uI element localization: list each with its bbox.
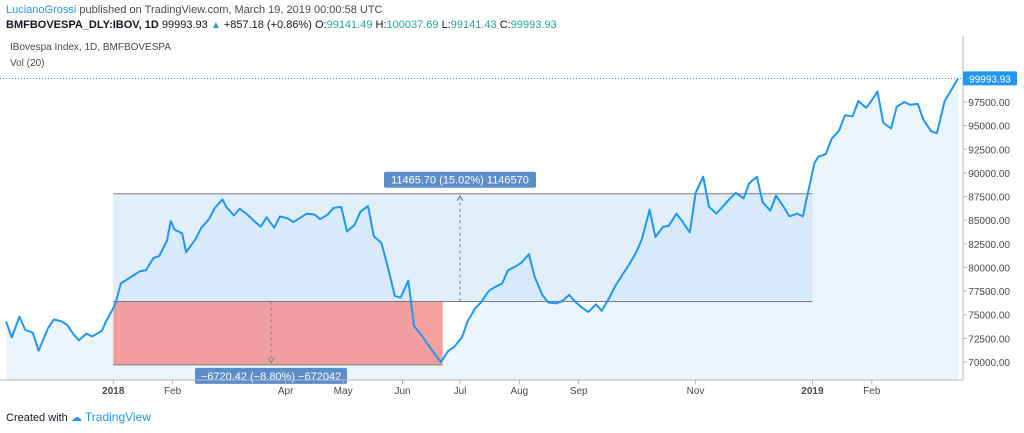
- price-change: +857.18 (+0.86%): [223, 19, 312, 31]
- high-label: H:: [375, 19, 387, 31]
- tradingview-logo-icon: ☁: [70, 412, 82, 424]
- up-triangle-icon: ▲: [210, 20, 221, 31]
- symbol-name: BMFBOVESPA_DLY:IBOV, 1D: [6, 19, 159, 31]
- ohlc-line: BMFBOVESPA_DLY:IBOV, 1D 99993.93 ▲ +857.…: [6, 18, 557, 33]
- author-link[interactable]: LucianoGrossi: [6, 4, 77, 16]
- y-tick-label: 97500.00: [968, 98, 1010, 109]
- last-price-tag-bg: [963, 71, 1017, 86]
- measure-arrowhead-1: [267, 357, 275, 364]
- measure-label-1: −6720.42 (−8.80%) −672042: [201, 371, 341, 383]
- price-chart[interactable]: 11465.70 (15.02%) 1146570 −6720.42 (−8.80…: [0, 36, 1024, 406]
- high-value: 100037.69: [386, 19, 439, 31]
- y-tick-label: 70000.00: [968, 358, 1010, 369]
- y-tick-label: 95000.00: [968, 122, 1010, 133]
- close-value: 99993.93: [510, 19, 557, 31]
- x-tick-label: Jul: [454, 386, 467, 397]
- measure-up-box[interactable]: [113, 193, 813, 302]
- x-tick-label: Jun: [394, 386, 410, 397]
- x-tick-label: Nov: [687, 386, 705, 397]
- y-tick-label: 77500.00: [968, 287, 1010, 298]
- x-tick-label: Feb: [164, 386, 182, 397]
- x-tick-label: 2019: [801, 386, 824, 397]
- x-tick-label: Sep: [570, 386, 588, 397]
- indicator-label: Vol (20): [10, 58, 44, 69]
- tradingview-brand[interactable]: TradingView: [84, 410, 151, 424]
- y-tick-label: 82500.00: [968, 240, 1010, 251]
- measure-label-0: 11465.70 (15.02%) 1146570: [391, 175, 529, 187]
- open-value: 99141.49: [326, 19, 373, 31]
- chart-title: IBovespa Index, 1D, BMFBOVESPA: [10, 42, 171, 53]
- price-line[interactable]: [5, 77, 959, 363]
- created-with-label: Created with: [6, 412, 68, 424]
- y-tick-label: 92500.00: [968, 145, 1010, 156]
- last-price-tag: 99993.93: [963, 71, 1017, 86]
- line-layer: [0, 77, 963, 363]
- low-label: L:: [441, 19, 451, 31]
- low-value: 99141.43: [450, 19, 497, 31]
- y-tick-label: 80000.00: [968, 263, 1010, 274]
- footer: Created with ☁ TradingView: [6, 410, 151, 424]
- x-tick-label: 2018: [102, 386, 125, 397]
- last-price: 99993.93: [161, 19, 208, 31]
- price-axis[interactable]: 70000.00 72500.00 75000.00 77500.00 80000.00…: [963, 98, 1010, 369]
- measure-layer: [113, 193, 813, 366]
- y-tick-label: 90000.00: [968, 169, 1010, 180]
- time-axis[interactable]: 2018 Feb Apr May Jun Jul Aug Sep Nov 2019 Feb: [102, 380, 881, 397]
- y-tick-label: 72500.00: [968, 334, 1010, 345]
- y-tick-label: 87500.00: [968, 193, 1010, 204]
- measure-down-box[interactable]: [113, 301, 443, 365]
- measure-arrowhead-0: [456, 194, 464, 201]
- x-tick-label: May: [334, 386, 353, 397]
- x-tick-label: Apr: [278, 386, 294, 397]
- last-price-tag-text: 99993.93: [969, 74, 1011, 85]
- close-label: C:: [499, 19, 511, 31]
- chart-header: LucianoGrossi published on TradingView.c…: [0, 0, 1024, 36]
- publish-info: published on TradingView.com, March 19, …: [79, 4, 383, 16]
- x-tick-label: Aug: [510, 386, 528, 397]
- open-label: O:: [314, 19, 327, 31]
- measure-label-bg-0: [384, 171, 536, 188]
- y-tick-label: 85000.00: [968, 216, 1010, 227]
- x-tick-label: Feb: [863, 386, 881, 397]
- publish-line: LucianoGrossi published on TradingView.c…: [6, 3, 382, 17]
- y-tick-label: 75000.00: [968, 311, 1010, 322]
